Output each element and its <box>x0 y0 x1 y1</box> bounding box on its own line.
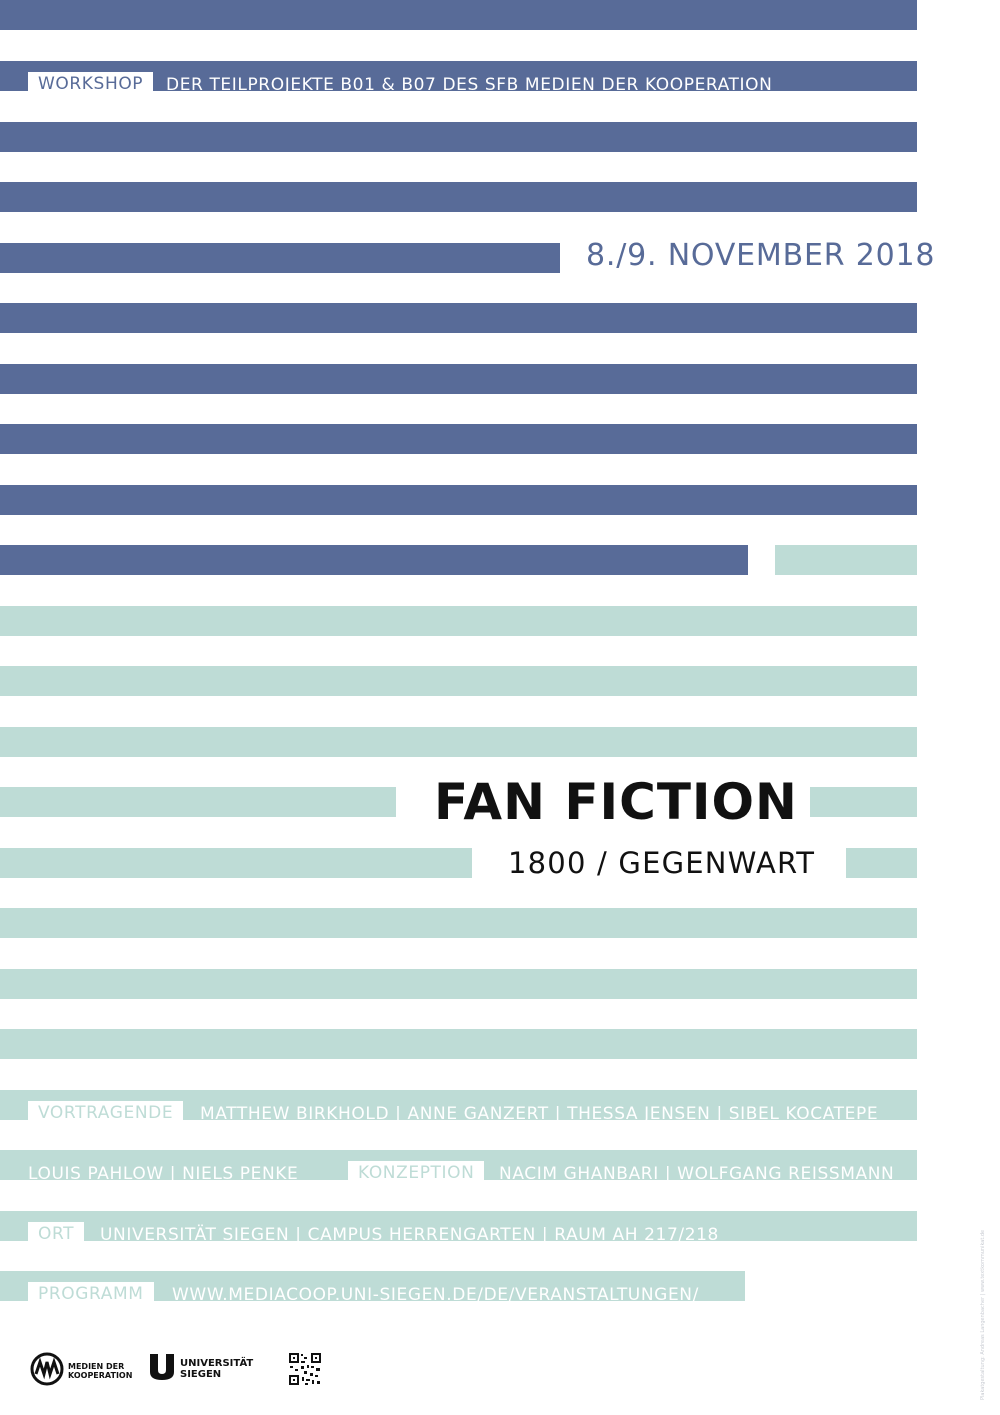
stripe <box>0 908 917 938</box>
media-coop-logo-icon <box>30 1352 64 1390</box>
speakers-line-1: MATTHEW BIRKHOLD | ANNE GANZERT | THESSA… <box>200 1104 879 1124</box>
stripe <box>0 1211 917 1241</box>
stripe <box>0 182 917 212</box>
stripe <box>0 727 917 757</box>
concept-text: NACIM GHANBARI | WOLFGANG REISSMANN <box>499 1164 895 1184</box>
stripe <box>0 848 472 878</box>
stripe <box>0 364 917 394</box>
design-credit: Plakatgestaltung: Andreas Langenbacher |… <box>980 1229 986 1400</box>
location-label: ORT <box>28 1222 85 1244</box>
uni-siegen-logo-icon <box>148 1352 176 1386</box>
workshop-label: WORKSHOP <box>28 72 154 94</box>
stripe <box>0 666 917 696</box>
stripe <box>0 969 917 999</box>
speakers-line-2: LOUIS PAHLOW | NIELS PENKE <box>28 1164 299 1184</box>
stripe <box>0 424 917 454</box>
qr-code[interactable] <box>288 1352 322 1390</box>
uni-text-line-2: SIEGEN <box>180 1369 222 1380</box>
stripe <box>846 848 917 878</box>
stripe <box>0 545 748 575</box>
uni-text-line-1: UNIVERSITÄT <box>180 1358 254 1369</box>
stripe <box>0 787 396 817</box>
concept-label: KONZEPTION <box>348 1161 485 1183</box>
uni-siegen-logo: UNIVERSITÄT SIEGEN <box>148 1352 253 1386</box>
workshop-text: DER TEILPROJEKTE B01 & B07 DES SFB MEDIE… <box>166 75 773 95</box>
media-coop-logo: MEDIEN DER KOOPERATION <box>30 1352 132 1390</box>
stripe <box>0 0 917 30</box>
media-coop-text-line-1: MEDIEN DER <box>68 1362 125 1371</box>
stripe <box>0 122 917 152</box>
speakers-label: VORTRAGENDE <box>28 1101 184 1123</box>
media-coop-text-line-2: KOOPERATION <box>68 1371 133 1380</box>
stripe <box>0 485 917 515</box>
stripe <box>0 243 560 273</box>
qr-code-icon <box>288 1352 322 1390</box>
page-title: FAN FICTION <box>434 773 798 831</box>
stripe <box>0 606 917 636</box>
location-text: UNIVERSITÄT SIEGEN | CAMPUS HERRENGARTEN… <box>100 1225 719 1245</box>
program-link[interactable]: WWW.MEDIACOOP.UNI-SIEGEN.DE/DE/VERANSTAL… <box>172 1285 699 1305</box>
stripe <box>0 303 917 333</box>
stripe <box>0 1029 917 1059</box>
event-date: 8./9. NOVEMBER 2018 <box>586 238 936 273</box>
uni-siegen-logo-text: UNIVERSITÄT SIEGEN <box>180 1358 253 1380</box>
media-coop-logo-text: MEDIEN DER KOOPERATION <box>68 1362 132 1380</box>
program-label: PROGRAMM <box>28 1282 154 1304</box>
stripe <box>810 787 917 817</box>
page-subtitle: 1800 / GEGENWART <box>508 846 816 880</box>
stripe <box>775 545 917 575</box>
